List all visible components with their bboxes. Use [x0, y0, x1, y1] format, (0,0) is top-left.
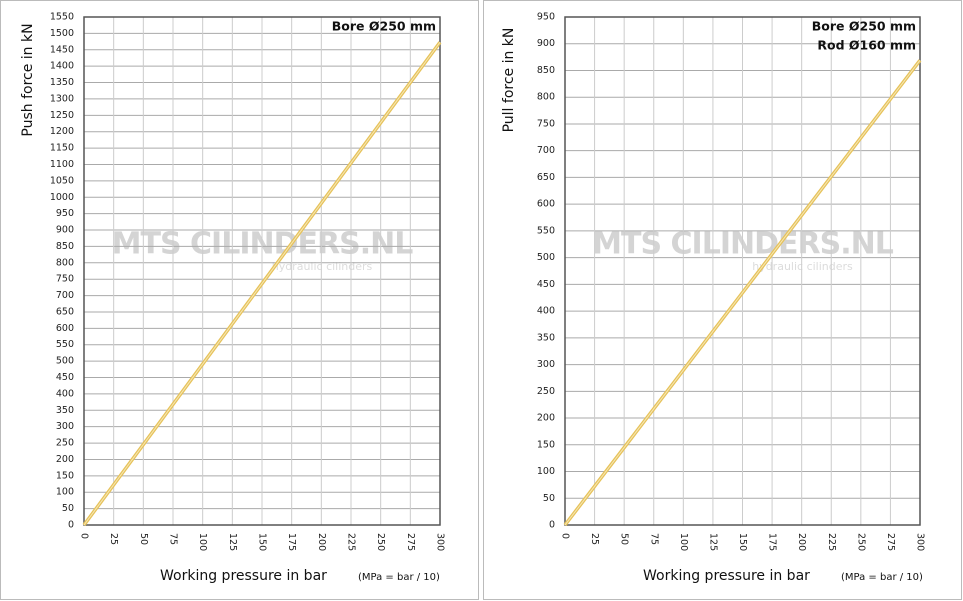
x-tick-label: 275	[885, 533, 896, 551]
x-tick-label: 50	[619, 533, 630, 545]
x-tick-label: 300	[915, 533, 926, 551]
y-tick-label: 1300	[50, 93, 74, 104]
x-tick-label: 0	[79, 533, 90, 539]
y-tick-label: 50	[543, 493, 555, 504]
y-tick-label: 700	[56, 290, 74, 301]
x-tick-label: 100	[678, 533, 689, 551]
y-tick-label: 250	[537, 386, 555, 397]
y-tick-label: 1350	[50, 77, 74, 88]
y-tick-label: 1050	[50, 175, 74, 186]
y-tick-label: 1000	[50, 192, 74, 203]
plot-frame	[564, 16, 921, 526]
y-tick-label: 300	[537, 359, 555, 370]
x-axis-label: Working pressure in bar	[160, 568, 327, 584]
y-tick-label: 50	[62, 503, 74, 514]
y-tick-label: 1550	[50, 12, 74, 23]
panel	[483, 0, 962, 600]
x-tick-label: 250	[855, 533, 866, 551]
y-tick-label: 200	[537, 413, 555, 424]
y-tick-label: 550	[537, 225, 555, 236]
x-tick-label: 200	[316, 533, 327, 551]
y-tick-label: 550	[56, 339, 74, 350]
y-tick-label: 500	[56, 356, 74, 367]
y-tick-label: 200	[56, 454, 74, 465]
x-tick-label: 250	[375, 533, 386, 551]
y-tick-label: 300	[56, 421, 74, 432]
x-axis-note: (MPa = bar / 10)	[358, 572, 440, 583]
x-tick-label: 175	[286, 533, 297, 551]
x-tick-label: 200	[796, 533, 807, 551]
y-tick-label: 0	[549, 520, 555, 531]
annotation: Bore Ø250 mm	[812, 19, 916, 34]
y-tick-label: 600	[56, 323, 74, 334]
y-axis-label: Pull force in kN	[501, 28, 517, 133]
y-tick-label: 700	[537, 145, 555, 156]
series-line-highlight	[564, 60, 921, 526]
y-tick-label: 750	[56, 274, 74, 285]
y-tick-label: 1400	[50, 61, 74, 72]
y-tick-label: 400	[56, 388, 74, 399]
y-tick-label: 850	[537, 65, 555, 76]
x-tick-label: 225	[346, 533, 357, 551]
y-tick-label: 150	[537, 439, 555, 450]
plot-frame	[83, 16, 441, 526]
x-tick-label: 75	[168, 533, 179, 545]
x-tick-label: 300	[435, 533, 446, 551]
y-tick-label: 650	[537, 172, 555, 183]
x-axis-label: Working pressure in bar	[643, 568, 810, 584]
y-tick-label: 600	[537, 199, 555, 210]
y-tick-label: 350	[537, 332, 555, 343]
y-tick-label: 950	[56, 208, 74, 219]
y-axis-label: Push force in kN	[20, 23, 36, 136]
y-tick-label: 250	[56, 438, 74, 449]
y-tick-label: 1500	[50, 28, 74, 39]
watermark-sub: hydraulic cilinders	[752, 260, 853, 273]
y-tick-label: 1250	[50, 110, 74, 121]
y-tick-label: 800	[537, 92, 555, 103]
x-tick-label: 25	[589, 533, 600, 545]
x-tick-label: 125	[227, 533, 238, 551]
x-tick-label: 150	[257, 533, 268, 551]
x-tick-label: 25	[108, 533, 119, 545]
y-tick-label: 650	[56, 306, 74, 317]
y-tick-label: 100	[56, 487, 74, 498]
watermark-sub: hydraulic cilinders	[272, 260, 373, 273]
y-tick-label: 150	[56, 470, 74, 481]
x-tick-label: 175	[767, 533, 778, 551]
y-tick-label: 450	[537, 279, 555, 290]
watermark: MTS CILINDERS.NL	[112, 227, 414, 262]
x-tick-label: 50	[138, 533, 149, 545]
y-tick-label: 800	[56, 257, 74, 268]
annotation: Bore Ø250 mm	[332, 19, 436, 34]
x-tick-label: 225	[826, 533, 837, 551]
y-tick-label: 1150	[50, 143, 74, 154]
y-tick-label: 950	[537, 12, 555, 23]
watermark: MTS CILINDERS.NL	[592, 227, 894, 262]
y-tick-label: 1100	[50, 159, 74, 170]
y-tick-label: 500	[537, 252, 555, 263]
y-tick-label: 900	[56, 225, 74, 236]
x-axis-note: (MPa = bar / 10)	[841, 572, 923, 583]
y-tick-label: 100	[537, 466, 555, 477]
y-tick-label: 1200	[50, 126, 74, 137]
y-tick-label: 400	[537, 306, 555, 317]
y-tick-label: 1450	[50, 44, 74, 55]
x-tick-label: 275	[405, 533, 416, 551]
x-tick-label: 0	[560, 533, 571, 539]
x-tick-label: 125	[707, 533, 718, 551]
y-tick-label: 900	[537, 38, 555, 49]
x-tick-label: 100	[197, 533, 208, 551]
annotation: Rod Ø160 mm	[817, 38, 916, 53]
x-tick-label: 75	[648, 533, 659, 545]
x-tick-label: 150	[737, 533, 748, 551]
y-tick-label: 450	[56, 372, 74, 383]
y-tick-label: 750	[537, 118, 555, 129]
series-line-highlight	[83, 41, 441, 526]
y-tick-label: 0	[68, 520, 74, 531]
y-tick-label: 350	[56, 405, 74, 416]
y-tick-label: 850	[56, 241, 74, 252]
